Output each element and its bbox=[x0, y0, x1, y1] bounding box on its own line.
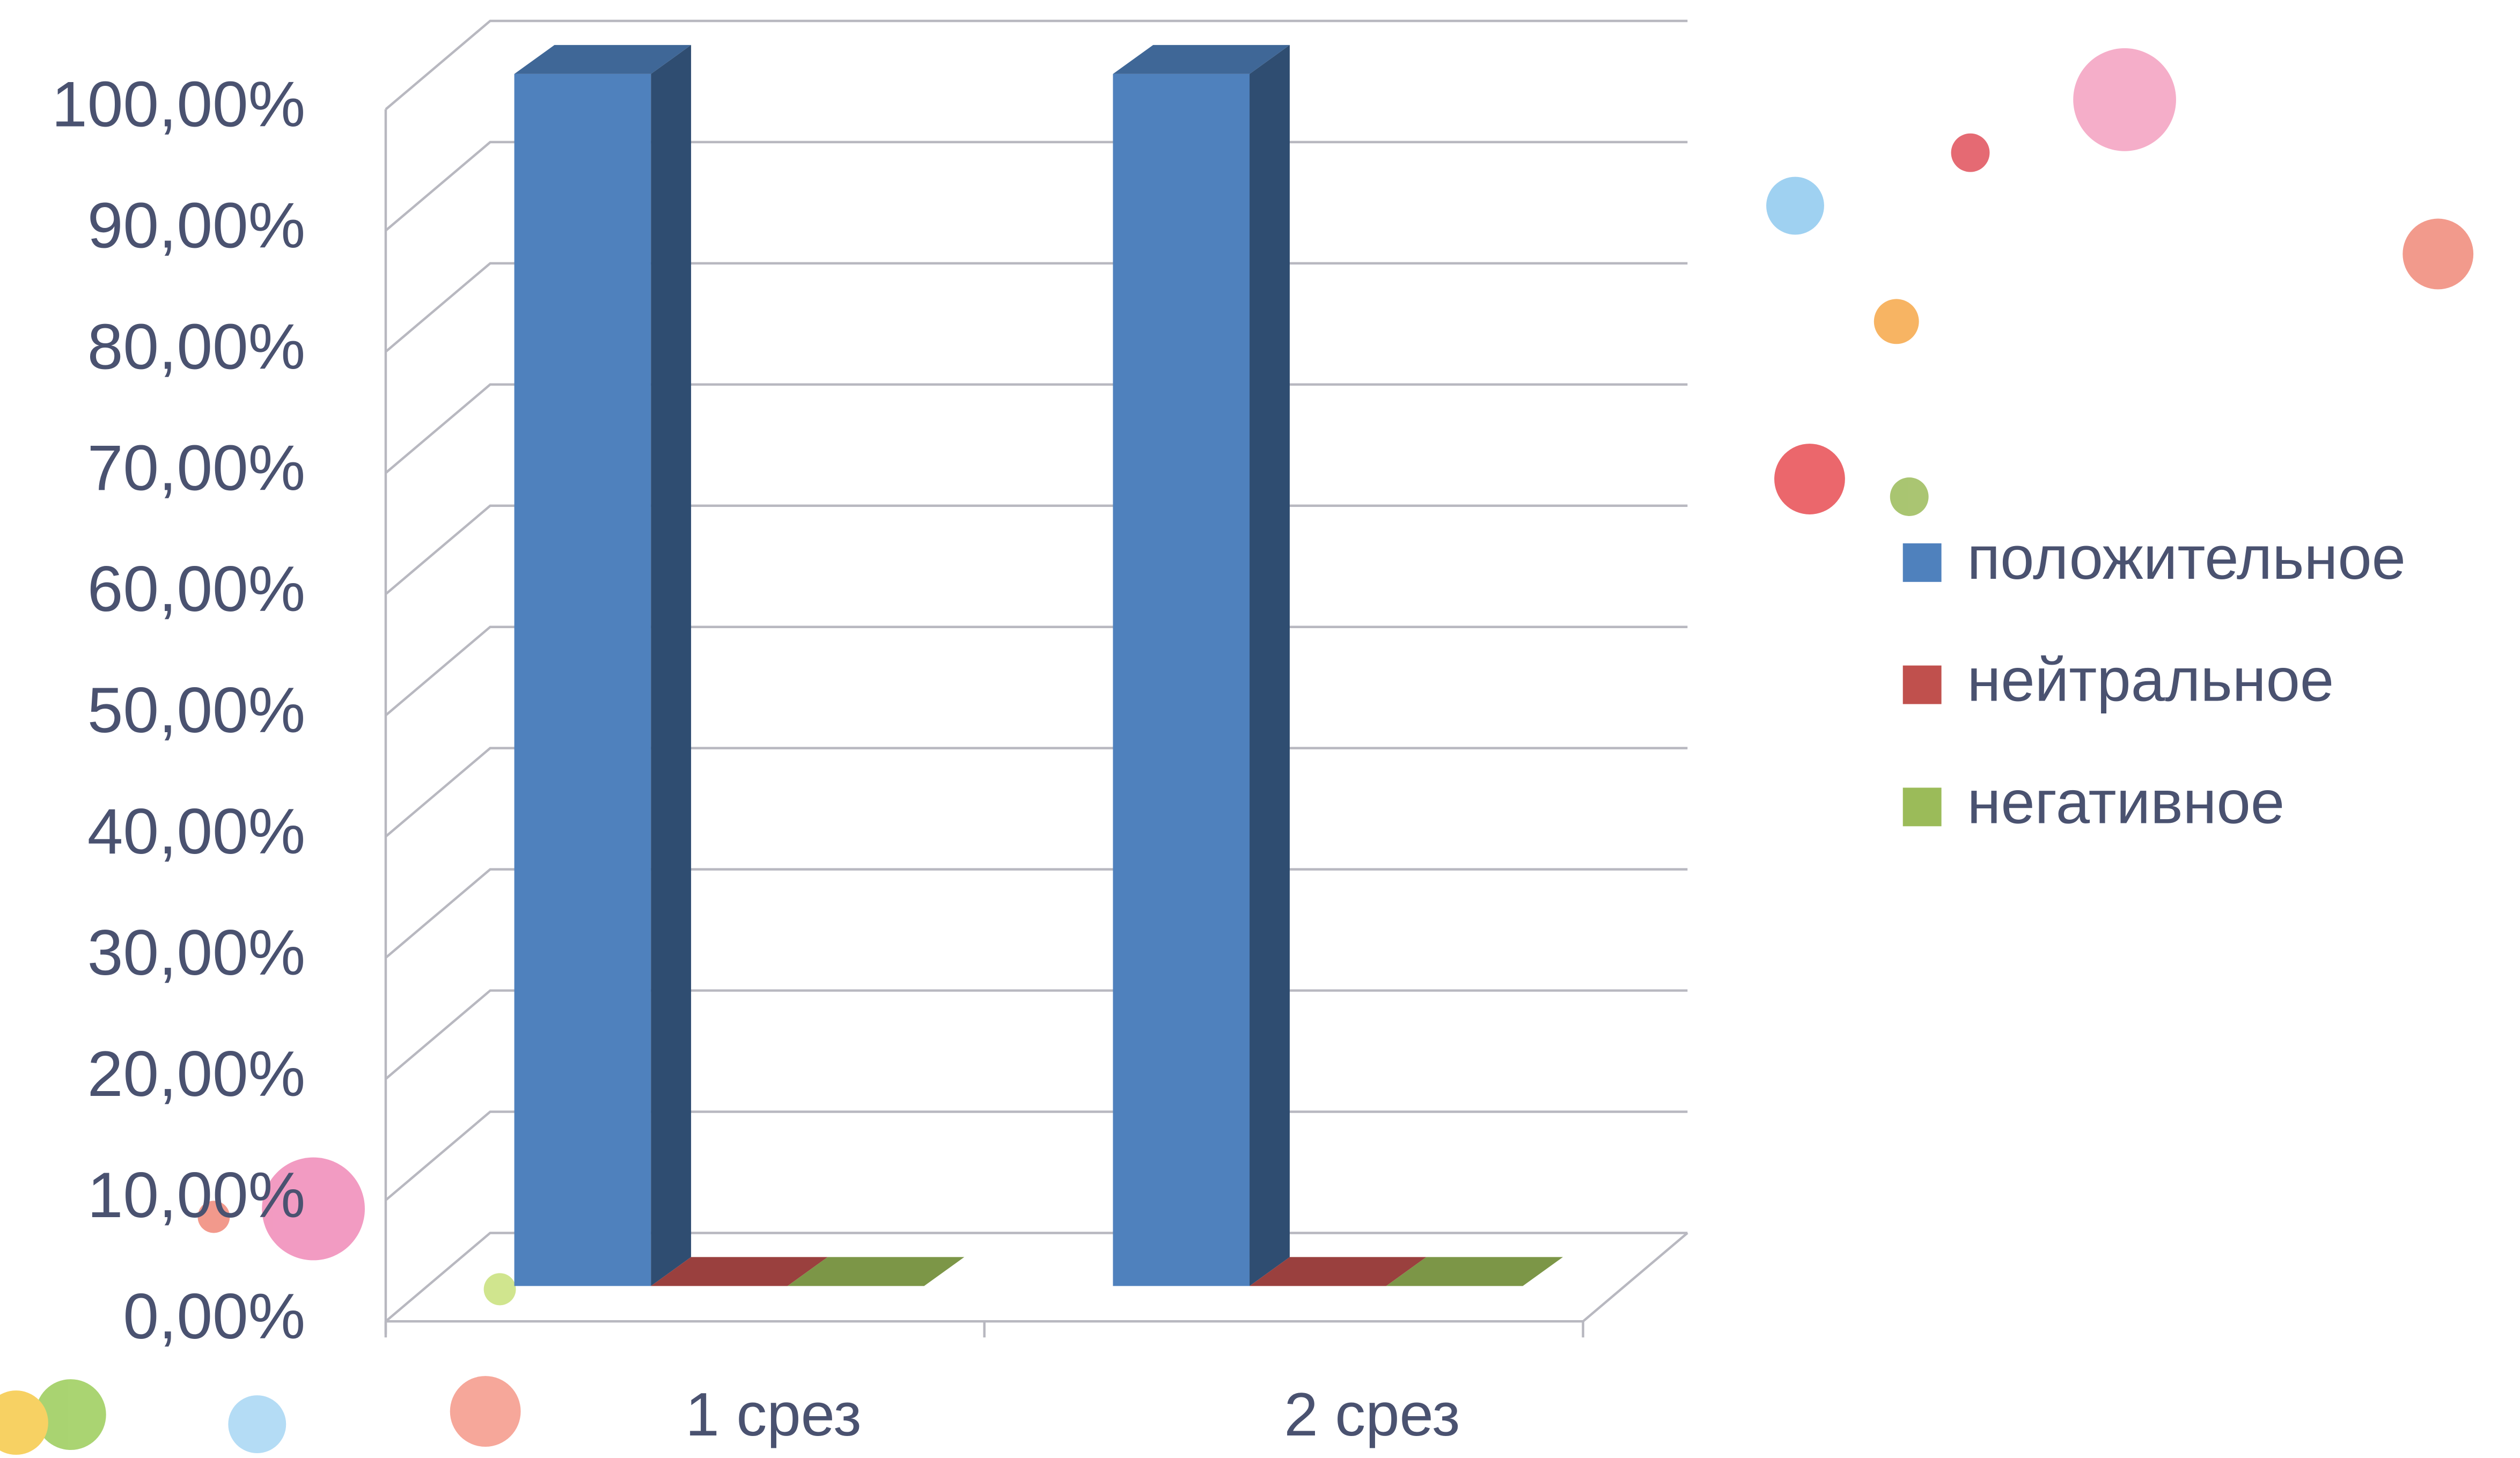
y-tick-label: 40,00% bbox=[87, 796, 305, 867]
bar bbox=[1113, 73, 1250, 1286]
legend-swatch bbox=[1902, 665, 1942, 704]
y-tick-label: 100,00% bbox=[52, 69, 305, 140]
y-tick-label: 30,00% bbox=[87, 917, 305, 989]
bar-top bbox=[1250, 1257, 1427, 1286]
plot: 0,00% 10,00% 20,00% 30,00% 40,00% 50,00% 60,00… bbox=[52, 19, 2406, 1449]
decoration bbox=[0, 48, 2474, 1455]
legend-swatch bbox=[1902, 787, 1942, 827]
y-tick-label: 50,00% bbox=[87, 675, 305, 746]
y-tick-label: 80,00% bbox=[87, 311, 305, 382]
bar-top bbox=[651, 1257, 828, 1286]
legend-swatch bbox=[1902, 543, 1942, 582]
y-tick-label: 10,00% bbox=[87, 1160, 305, 1231]
bar-top bbox=[787, 1257, 965, 1286]
bar-side bbox=[1250, 45, 1290, 1286]
y-tick-label: 0,00% bbox=[123, 1281, 305, 1352]
x-tick-label: 2 срез bbox=[1284, 1381, 1460, 1449]
grid-line bbox=[385, 19, 1688, 111]
legend-label: положительное bbox=[1967, 524, 2406, 592]
y-tick-label: 70,00% bbox=[87, 432, 305, 504]
bar-top bbox=[1113, 45, 1290, 74]
y-tick-label: 60,00% bbox=[87, 554, 305, 625]
bar-top bbox=[514, 45, 692, 74]
y-tick-label: 20,00% bbox=[87, 1039, 305, 1110]
bar-side bbox=[651, 45, 692, 1286]
legend-label: негативное bbox=[1967, 768, 2285, 836]
x-tick-label: 1 срез bbox=[686, 1381, 862, 1449]
legend-label: нейтральное bbox=[1967, 646, 2334, 715]
bar bbox=[514, 73, 651, 1286]
bar-top bbox=[1386, 1257, 1563, 1286]
y-tick-label: 90,00% bbox=[87, 190, 305, 261]
